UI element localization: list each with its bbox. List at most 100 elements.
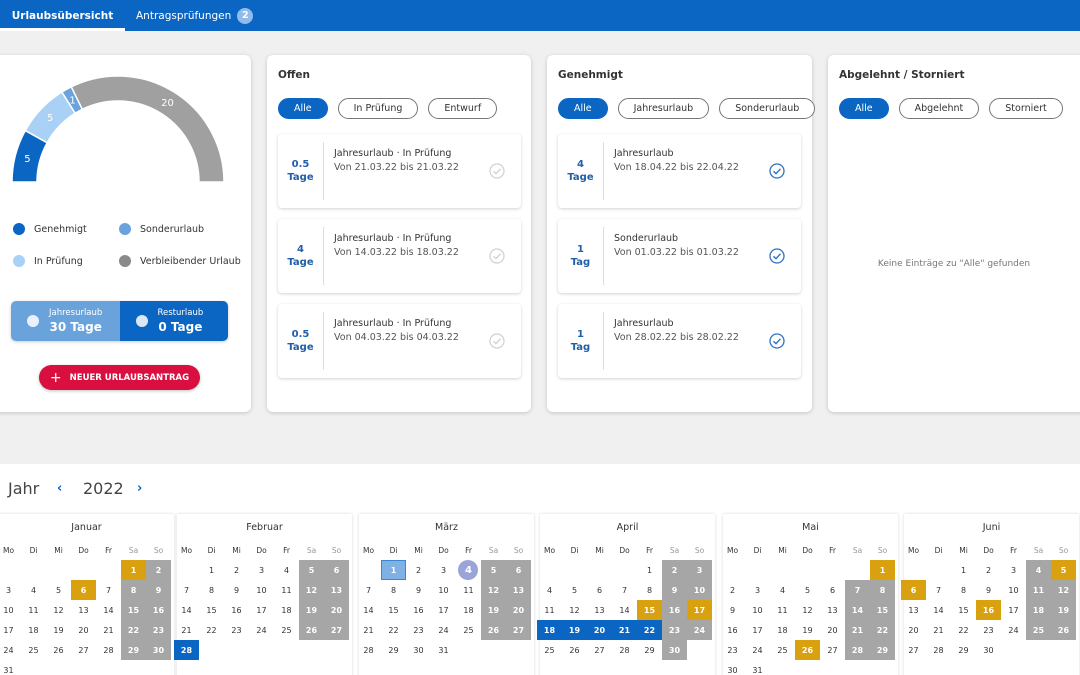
calendar-day[interactable]: 10 <box>752 605 763 615</box>
calendar-day[interactable]: 13 <box>908 605 919 615</box>
calendar-day[interactable]: 23 <box>413 625 424 635</box>
calendar-day[interactable]: 5 <box>804 585 811 595</box>
calendar-day[interactable]: 12 <box>1051 580 1076 600</box>
calendar-day[interactable]: 8 <box>121 580 146 600</box>
calendar-day[interactable]: 29 <box>870 640 895 660</box>
calendar-day[interactable]: 20 <box>587 620 612 640</box>
calendar-day[interactable]: 20 <box>827 625 838 635</box>
calendar-day[interactable]: 13 <box>506 580 531 600</box>
calendar-day[interactable]: 1 <box>870 560 895 580</box>
calendar-day[interactable]: 10 <box>3 605 14 615</box>
calendar-day[interactable]: 5 <box>55 585 62 595</box>
calendar-day[interactable]: 6 <box>829 585 836 595</box>
calendar-day[interactable]: 12 <box>569 605 580 615</box>
calendar-day[interactable]: 27 <box>827 645 838 655</box>
filter-chip-draft[interactable]: Entwurf <box>428 98 498 119</box>
calendar-day[interactable]: 21 <box>612 620 637 640</box>
calendar-day[interactable]: 22 <box>388 625 399 635</box>
calendar-day[interactable]: 8 <box>208 585 215 595</box>
calendar-day[interactable]: 7 <box>183 585 190 595</box>
calendar-day[interactable]: 2 <box>662 560 687 580</box>
calendar-day[interactable]: 3 <box>1010 565 1017 575</box>
calendar-day[interactable]: 5 <box>1051 560 1076 580</box>
calendar-day[interactable]: 21 <box>363 625 374 635</box>
calendar-day[interactable]: 18 <box>281 605 292 615</box>
calendar-day[interactable]: 14 <box>363 605 374 615</box>
tab-vacation-overview[interactable]: Urlaubsübersicht <box>0 0 125 31</box>
calendar-day[interactable]: 8 <box>646 585 653 595</box>
calendar-day[interactable]: 1 <box>121 560 146 580</box>
calendar-day[interactable]: 11 <box>463 585 474 595</box>
calendar-day[interactable]: 19 <box>802 625 813 635</box>
calendar-day[interactable]: 25 <box>544 645 555 655</box>
calendar-day[interactable]: 15 <box>958 605 969 615</box>
calendar-day[interactable]: 1 <box>646 565 653 575</box>
calendar-day[interactable]: 30 <box>662 640 687 660</box>
calendar-day[interactable]: 17 <box>256 605 267 615</box>
calendar-day[interactable]: 8 <box>960 585 967 595</box>
calendar-day[interactable]: 4 <box>30 585 37 595</box>
calendar-day[interactable]: 9 <box>233 585 240 595</box>
calendar-day[interactable]: 30 <box>983 645 994 655</box>
calendar-day[interactable]: 4 <box>779 585 786 595</box>
calendar-day[interactable]: 9 <box>985 585 992 595</box>
calendar-day[interactable]: 6 <box>596 585 603 595</box>
calendar-day[interactable]: 15 <box>637 600 662 620</box>
calendar-day[interactable]: 22 <box>870 620 895 640</box>
calendar-day[interactable]: 7 <box>365 585 372 595</box>
filter-chip-annual[interactable]: Jahresurlaub <box>617 98 710 119</box>
calendar-day[interactable]: 1 <box>208 565 215 575</box>
request-entry[interactable]: 0.5 Tage Jahresurlaub · In Prüfung Von 21… <box>278 134 521 208</box>
calendar-day[interactable]: 13 <box>78 605 89 615</box>
calendar-day[interactable]: 29 <box>958 645 969 655</box>
calendar-day[interactable]: 24 <box>256 625 267 635</box>
calendar-day[interactable]: 22 <box>637 620 662 640</box>
calendar-day[interactable]: 14 <box>933 605 944 615</box>
calendar-day[interactable]: 16 <box>727 625 738 635</box>
calendar-day[interactable]: 9 <box>729 605 736 615</box>
new-vacation-request-button[interactable]: + NEUER URLAUBSANTRAG <box>39 365 200 390</box>
calendar-day[interactable]: 31 <box>438 645 449 655</box>
calendar-day[interactable]: 2 <box>233 565 240 575</box>
calendar-day[interactable]: 8 <box>390 585 397 595</box>
calendar-day[interactable]: 14 <box>619 605 630 615</box>
calendar-day[interactable]: 15 <box>206 605 217 615</box>
calendar-day[interactable]: 24 <box>438 625 449 635</box>
calendar-day[interactable]: 23 <box>146 620 171 640</box>
calendar-day[interactable]: 4 <box>283 565 290 575</box>
calendar-day[interactable]: 26 <box>569 645 580 655</box>
calendar-day[interactable]: 24 <box>3 645 14 655</box>
calendar-day[interactable]: 26 <box>481 620 506 640</box>
calendar-day[interactable]: 19 <box>481 600 506 620</box>
calendar-day[interactable]: 24 <box>752 645 763 655</box>
calendar-day[interactable]: 6 <box>71 580 96 600</box>
calendar-day[interactable]: 20 <box>324 600 349 620</box>
calendar-day[interactable]: 9 <box>662 580 687 600</box>
calendar-day[interactable]: 17 <box>3 625 14 635</box>
calendar-day[interactable]: 29 <box>388 645 399 655</box>
calendar-day[interactable]: 28 <box>103 645 114 655</box>
filter-chip-all[interactable]: Alle <box>839 98 889 119</box>
tab-request-reviews[interactable]: Antragsprüfungen 2 <box>136 0 254 31</box>
calendar-day[interactable]: 12 <box>299 580 324 600</box>
calendar-day[interactable]: 15 <box>870 600 895 620</box>
calendar-day[interactable]: 30 <box>727 665 738 675</box>
calendar-day[interactable]: 14 <box>103 605 114 615</box>
calendar-day[interactable]: 4 <box>456 560 481 580</box>
calendar-day[interactable]: 25 <box>463 625 474 635</box>
request-entry[interactable]: 4 Tage Jahresurlaub Von 18.04.22 bis 22.0… <box>558 134 801 208</box>
calendar-day[interactable]: 26 <box>1051 620 1076 640</box>
calendar-day[interactable]: 26 <box>795 640 820 660</box>
calendar-day[interactable]: 22 <box>121 620 146 640</box>
calendar-day[interactable]: 25 <box>1026 620 1051 640</box>
calendar-day[interactable]: 13 <box>324 580 349 600</box>
calendar-day[interactable]: 21 <box>845 620 870 640</box>
calendar-day[interactable]: 3 <box>258 565 265 575</box>
calendar-day[interactable]: 27 <box>506 620 531 640</box>
calendar-day[interactable]: 5 <box>481 560 506 580</box>
calendar-day[interactable]: 28 <box>174 640 199 660</box>
calendar-day[interactable]: 16 <box>413 605 424 615</box>
calendar-day[interactable]: 18 <box>28 625 39 635</box>
calendar-day[interactable]: 3 <box>687 560 712 580</box>
calendar-day[interactable]: 7 <box>845 580 870 600</box>
